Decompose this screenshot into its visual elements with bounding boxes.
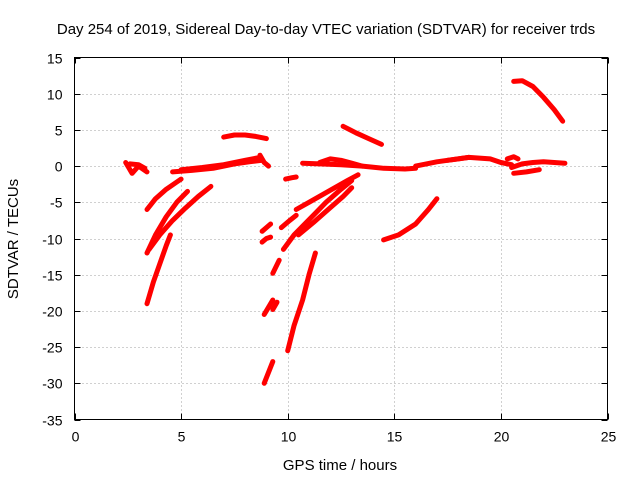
series-track-2 [127, 161, 148, 171]
series-track-8 [178, 154, 263, 173]
series-track-18 [283, 174, 299, 182]
y-axis-label: SDTVAR / TECUs [5, 179, 22, 299]
chart-title: Day 254 of 2019, Sidereal Day-to-day VTE… [57, 21, 595, 38]
series-track-6 [144, 232, 173, 307]
y-tick-label: -5 [50, 195, 63, 211]
plot-frame [74, 57, 608, 420]
x-tick-labels: 0 5 10 15 20 25 [72, 429, 617, 445]
y-tick-label: 15 [47, 51, 63, 67]
y-tick-labels: 15 10 5 0 -5 -10 -15 -20 -25 -30 -35 [42, 51, 62, 429]
series-track-29 [504, 154, 521, 162]
y-tick-label: 0 [55, 159, 63, 175]
series-track-11 [259, 221, 274, 234]
y-tick-label: 10 [47, 87, 63, 103]
data-series-group [123, 78, 568, 386]
series-track-5 [146, 183, 214, 252]
series-track-20 [293, 172, 361, 212]
series-track-14 [270, 299, 280, 312]
series-track-27 [381, 196, 440, 243]
series-track-10 [257, 152, 271, 169]
series-track-22 [285, 250, 318, 354]
series-track-32 [511, 78, 566, 124]
y-tick-label: -10 [42, 232, 62, 248]
x-tick-label: 25 [601, 429, 617, 445]
x-tick-label: 0 [72, 429, 80, 445]
series-track-30 [509, 159, 568, 170]
x-tick-label: 5 [178, 429, 186, 445]
series-track-21 [295, 185, 355, 238]
y-tick-label: 5 [55, 123, 63, 139]
series-track-9 [221, 132, 269, 142]
series-track-24 [317, 156, 365, 169]
series-track-17 [278, 212, 299, 231]
y-tick-label: -30 [42, 376, 62, 392]
series-track-3 [144, 176, 184, 212]
y-tick-label: -15 [42, 268, 62, 284]
series-track-12 [259, 234, 274, 245]
axis-ticks [74, 57, 609, 421]
series-track-25 [340, 123, 384, 147]
series-track-31 [511, 167, 542, 176]
x-tick-label: 15 [387, 429, 403, 445]
series-track-16 [270, 257, 282, 276]
series-track-28 [445, 154, 515, 168]
x-tick-label: 10 [281, 429, 297, 445]
y-tick-label: -25 [42, 340, 62, 356]
y-tick-label: -20 [42, 304, 62, 320]
y-tick-label: -35 [42, 413, 62, 429]
series-track-13 [261, 297, 276, 317]
x-tick-label: 20 [494, 429, 510, 445]
series-track-15 [261, 359, 276, 386]
series-track-19 [280, 178, 355, 252]
x-axis-label: GPS time / hours [283, 457, 397, 474]
